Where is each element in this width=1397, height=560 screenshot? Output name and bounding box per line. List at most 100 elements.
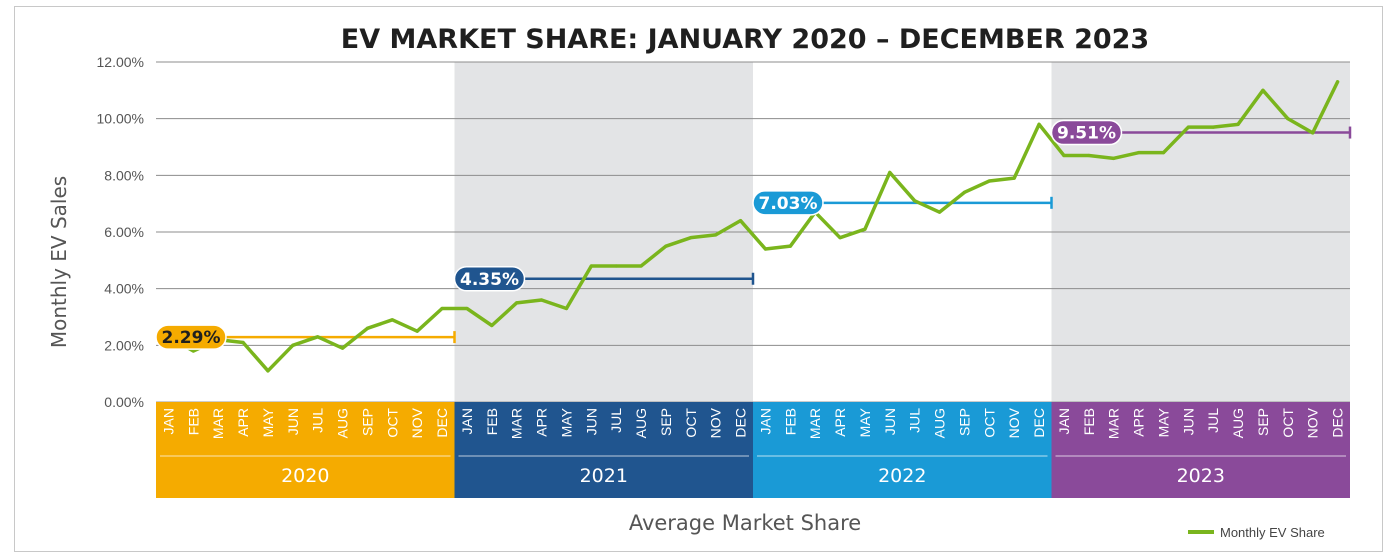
month-label: OCT <box>1280 408 1296 438</box>
average-pill-2022 <box>752 190 824 216</box>
year-boxes: JAN FEB MAR APR MAY JUN JUL AUG SEP OCT NOV DEC 2020… <box>156 402 1350 498</box>
data-point <box>1335 80 1340 84</box>
month-label: JUN <box>583 408 599 435</box>
month-label: JAN <box>459 408 475 434</box>
data-point <box>639 264 643 268</box>
data-point <box>291 343 295 347</box>
data-point <box>1311 131 1315 135</box>
month-label: APR <box>534 408 550 437</box>
average-label-2022: 7.03% <box>759 194 818 214</box>
month-label: AUG <box>932 408 948 438</box>
year-label: 2022 <box>878 465 926 487</box>
data-point <box>888 170 892 175</box>
data-point <box>1136 151 1141 155</box>
month-label: DEC <box>1330 408 1346 438</box>
data-point <box>1261 88 1265 92</box>
month-label: AUG <box>335 408 351 438</box>
month-label: DEC <box>733 408 749 438</box>
month-label: NOV <box>1006 407 1022 438</box>
y-tick-label: 8.00% <box>104 167 144 183</box>
average-label-2023: 9.51% <box>1057 124 1116 144</box>
month-label: APR <box>832 408 848 437</box>
month-label: JAN <box>757 408 773 434</box>
data-point <box>415 329 419 333</box>
month-label: JAN <box>160 408 176 434</box>
data-point <box>689 236 693 240</box>
month-label: MAR <box>509 408 525 439</box>
series-line <box>166 80 1340 373</box>
data-point <box>738 219 743 223</box>
data-point <box>589 264 593 268</box>
month-label: FEB <box>484 408 500 435</box>
data-point <box>365 326 370 330</box>
average-label-2020: 2.29% <box>162 328 221 348</box>
data-point <box>490 323 494 328</box>
month-label: FEB <box>1081 408 1097 435</box>
data-point <box>1037 122 1041 126</box>
data-point <box>1161 151 1166 155</box>
data-point <box>937 210 942 214</box>
data-point <box>539 298 544 302</box>
legend: Monthly EV Share <box>1188 525 1325 540</box>
y-tick-label: 4.00% <box>104 281 144 297</box>
month-label: NOV <box>708 407 724 438</box>
month-label: JUN <box>285 408 301 435</box>
y-tick-label: 10.00% <box>97 111 144 127</box>
month-label: DEC <box>434 408 450 438</box>
month-label: OCT <box>981 408 997 438</box>
y-tick-label: 0.00% <box>104 394 144 410</box>
data-point <box>838 236 842 240</box>
chart-title: EV MARKET SHARE: JANUARY 2020 – DECEMBER… <box>341 24 1149 55</box>
month-label: JUN <box>882 408 898 435</box>
average-pill-2021 <box>453 266 526 292</box>
month-label: DEC <box>1031 408 1047 438</box>
y-axis-label: Monthly EV Sales <box>47 176 71 348</box>
data-point <box>390 318 394 322</box>
data-point <box>664 244 668 248</box>
data-point <box>515 301 519 305</box>
month-label: AUG <box>1230 408 1246 438</box>
month-label: MAY <box>558 407 574 437</box>
month-label: AUG <box>633 408 649 438</box>
data-point <box>962 190 967 194</box>
month-label: SEP <box>1255 408 1271 436</box>
month-label: MAY <box>857 407 873 437</box>
month-label: JUN <box>1180 408 1196 435</box>
year-label: 2020 <box>281 465 329 487</box>
month-label: SEP <box>359 408 375 436</box>
year-box-2022 <box>753 402 1052 498</box>
average-label-2021: 4.35% <box>460 270 519 290</box>
year-label: 2021 <box>580 465 628 487</box>
data-point <box>1186 125 1190 129</box>
year-box-2023 <box>1051 402 1350 498</box>
average-labels: 2.29% 4.35% 7.03% 9.51% <box>155 119 1123 350</box>
month-label: NOV <box>1305 407 1321 438</box>
month-label: NOV <box>409 407 425 438</box>
year-box-2021 <box>454 402 753 498</box>
month-label: FEB <box>185 408 201 435</box>
month-label: JAN <box>1056 408 1072 434</box>
data-point <box>913 199 917 203</box>
month-label: OCT <box>683 408 699 438</box>
data-point <box>1236 122 1240 126</box>
y-tick-label: 2.00% <box>104 337 144 353</box>
series-line-0 <box>166 80 1340 373</box>
data-point <box>465 306 469 311</box>
data-point <box>1062 153 1066 158</box>
data-point <box>316 335 320 339</box>
year-label: 2023 <box>1177 465 1225 487</box>
month-label: SEP <box>658 408 674 436</box>
average-pill-2023 <box>1050 119 1123 146</box>
month-label: JUL <box>907 408 923 433</box>
data-point <box>763 247 768 251</box>
month-label: SEP <box>956 408 972 436</box>
month-label: FEB <box>782 408 798 435</box>
data-point <box>614 264 618 268</box>
data-point <box>1087 153 1091 158</box>
y-tick-label: 6.00% <box>104 224 144 240</box>
month-label: JUL <box>608 408 624 433</box>
data-point <box>564 306 569 311</box>
year-box-2020 <box>156 402 455 498</box>
data-point <box>241 340 245 345</box>
